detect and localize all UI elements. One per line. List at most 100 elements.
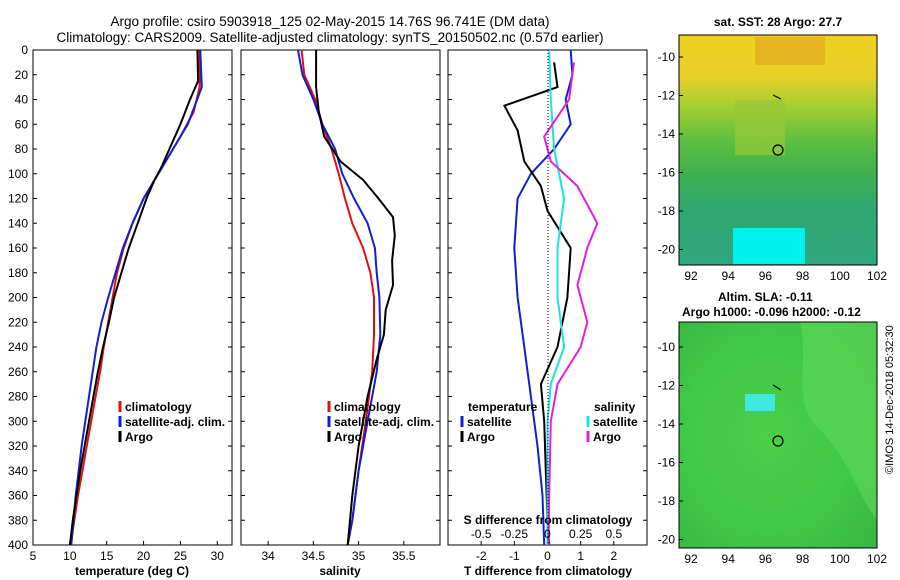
x-tick-label: 34 <box>261 549 275 563</box>
depth-tick-label: 400 <box>8 538 28 552</box>
depth-tick-label: 320 <box>8 439 28 453</box>
map-y-tick-label: -14 <box>658 127 676 141</box>
depth-tick-label: 180 <box>8 266 28 280</box>
map-y-tick-label: -18 <box>658 204 676 218</box>
legend-label: Argo <box>467 430 495 444</box>
sst-map-ticks: 92 94 96 98 100 102 -10 -12 -14 -16 -18 -20 <box>658 50 888 283</box>
x-tick-label: 5 <box>30 549 37 563</box>
legend-header-temperature: temperature <box>468 400 538 414</box>
depth-tick-label: 20 <box>15 68 29 82</box>
depth-tick-label: 100 <box>8 167 28 181</box>
sla-high-patch <box>800 322 877 520</box>
x-tick-label: 2 <box>610 549 617 563</box>
map-y-tick-label: -12 <box>658 379 676 393</box>
x-tick-label: 10 <box>63 549 77 563</box>
series-line-blue <box>70 49 203 546</box>
map-x-tick-label: 102 <box>867 269 887 283</box>
depth-tick-label: 120 <box>8 192 28 206</box>
x-tick-label-top: 0.5 <box>605 527 622 541</box>
legend-label: climatology <box>125 400 192 414</box>
series-line-magenta <box>543 62 599 546</box>
legend-header-salinity: salinity <box>594 400 636 414</box>
legend-label: Argo <box>125 430 153 444</box>
series-line-black <box>502 62 572 546</box>
title-line-1: Argo profile: csiro 5903918_125 02-May-2… <box>110 14 549 29</box>
sla-map <box>678 321 878 549</box>
difference-xlabel-top: S difference from climatology <box>464 513 633 527</box>
map-y-tick-label: -12 <box>658 89 676 103</box>
temperature-plot-frame <box>32 49 233 546</box>
legend-label: Argo <box>593 430 621 444</box>
map-y-tick-label: -10 <box>658 50 676 64</box>
map-x-tick-label: 102 <box>867 552 887 566</box>
map-x-tick-label: 94 <box>722 552 736 566</box>
axis-ticks <box>32 49 647 546</box>
x-tick-label: 35.5 <box>392 549 416 563</box>
argo-track <box>772 384 782 391</box>
map-x-tick-label: 96 <box>759 269 773 283</box>
map-y-tick-label: -10 <box>658 340 676 354</box>
sla-map-title-2: Argo h1000: -0.096 h2000: -0.12 <box>682 305 861 319</box>
x-tick-label: 15 <box>100 549 114 563</box>
temperature-legend: climatology satellite-adj. clim. Argo <box>118 400 225 444</box>
sst-warm-patch <box>755 37 825 65</box>
difference-series <box>502 49 599 546</box>
depth-tick-label: 40 <box>15 93 29 107</box>
map-y-tick-label: -16 <box>658 456 676 470</box>
depth-tick-label: 80 <box>15 142 29 156</box>
legend-label: satellite <box>467 415 512 429</box>
map-x-tick-label: 92 <box>684 269 698 283</box>
sst-cold-patch <box>733 228 805 264</box>
depth-tick-labels: 0 20 40 60 80 100 120 140 160 180 200 220 240 260 280 3… <box>8 43 28 552</box>
series-line-red <box>300 49 375 546</box>
depth-tick-label: 340 <box>8 464 28 478</box>
depth-tick-label: 0 <box>21 43 28 57</box>
x-tick-label: 20 <box>137 549 151 563</box>
legend-label: satellite <box>593 415 638 429</box>
depth-tick-label: 360 <box>8 489 28 503</box>
map-y-tick-label: -14 <box>658 417 676 431</box>
temperature-xlabel: temperature (deg C) <box>75 564 189 578</box>
sst-mid-patch <box>735 100 785 155</box>
difference-xlabel: T difference from climatology <box>464 564 632 578</box>
depth-tick-label: 240 <box>8 340 28 354</box>
salinity-legend: climatology satellite-adj. clim. Argo <box>327 400 434 444</box>
x-tick-label: -2 <box>476 549 487 563</box>
x-tick-label-top: -0.5 <box>471 527 492 541</box>
x-tick-labels: 5 10 15 20 25 30 34 34.5 35 35.5 -2 -1 0 1 2 -0.5 -0.25 0… <box>30 527 623 563</box>
sst-map-frame <box>678 34 878 266</box>
map-y-tick-label: -16 <box>658 166 676 180</box>
x-tick-label-top: -0.25 <box>501 527 529 541</box>
x-tick-label: 25 <box>174 549 188 563</box>
depth-tick-label: 140 <box>8 216 28 230</box>
map-x-tick-label: 98 <box>796 269 810 283</box>
x-tick-label: 30 <box>211 549 225 563</box>
legend-label: satellite-adj. clim. <box>125 415 225 429</box>
depth-tick-label: 160 <box>8 241 28 255</box>
depth-tick-label: 300 <box>8 414 28 428</box>
x-tick-label: 35 <box>352 549 366 563</box>
salinity-xlabel: salinity <box>319 564 361 578</box>
map-x-tick-label: 96 <box>759 552 773 566</box>
map-x-tick-label: 98 <box>796 552 810 566</box>
map-x-tick-label: 92 <box>684 552 698 566</box>
depth-tick-label: 220 <box>8 315 28 329</box>
depth-tick-label: 200 <box>8 291 28 305</box>
x-tick-label-top: 0 <box>544 527 551 541</box>
sla-map-title-1: Altim. SLA: -0.11 <box>718 290 813 304</box>
sla-map-frame <box>678 321 878 549</box>
salinity-series <box>297 49 396 546</box>
series-line-blue <box>297 49 382 546</box>
map-x-tick-label: 100 <box>830 552 850 566</box>
x-tick-label: 1 <box>577 549 584 563</box>
argo-position-marker <box>772 435 784 447</box>
map-y-tick-label: -20 <box>658 533 676 547</box>
legend-label: climatology <box>334 400 401 414</box>
map-x-tick-label: 94 <box>722 269 736 283</box>
x-tick-label: -1 <box>509 549 520 563</box>
sla-map-ticks: 92 94 96 98 100 102 -10 -12 -14 -16 -18 -20 <box>658 340 888 566</box>
map-y-tick-label: -18 <box>658 494 676 508</box>
legend-label: satellite-adj. clim. <box>334 415 434 429</box>
sst-map <box>678 34 878 266</box>
